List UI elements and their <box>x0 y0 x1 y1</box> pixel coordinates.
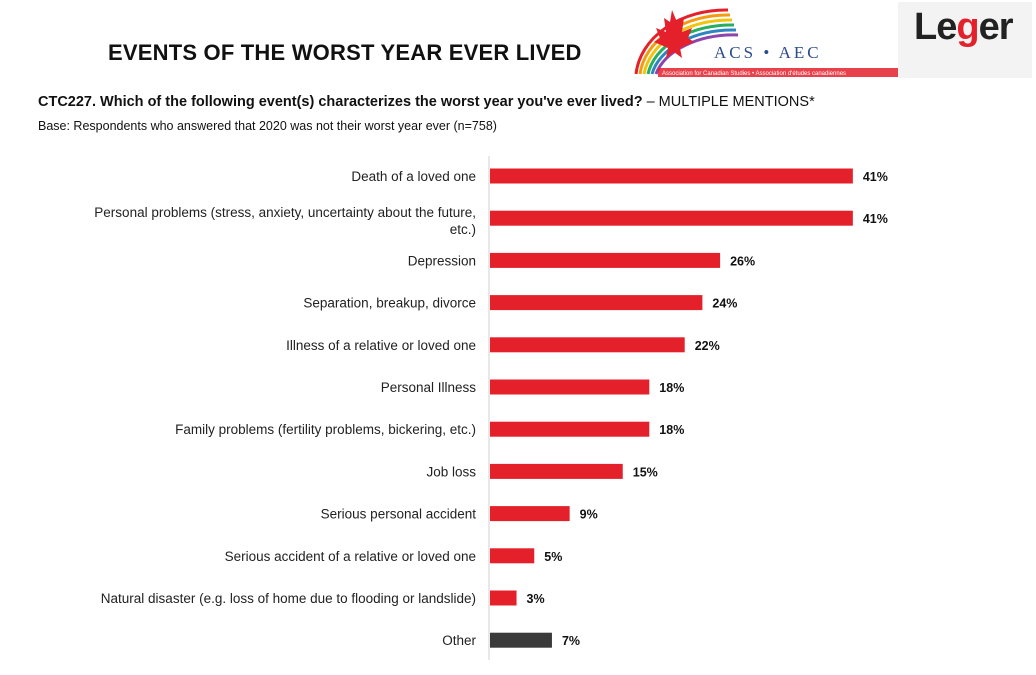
value-label: 26% <box>730 254 755 268</box>
page-title: EVENTS OF THE WORST YEAR EVER LIVED <box>108 40 582 65</box>
category-label: Serious accident of a relative or loved … <box>225 549 476 564</box>
acs-logo-graphic: ACS • AEC Association for Canadian Studi… <box>634 8 900 77</box>
value-label: 3% <box>527 592 545 606</box>
value-label: 18% <box>659 381 684 395</box>
leger-logo: Leger <box>898 2 1032 78</box>
bar <box>490 379 650 395</box>
leger-logo-text: Leger <box>914 6 1013 48</box>
acs-aec-logo: ACS • AEC Association for Canadian Studi… <box>632 2 900 78</box>
base-text: Base: Respondents who answered that 2020… <box>38 119 497 133</box>
question-main: CTC227. Which of the following event(s) … <box>38 94 643 110</box>
bar <box>490 252 721 268</box>
category-label: Other <box>442 633 476 648</box>
bar <box>490 463 623 479</box>
category-label: Natural disaster (e.g. loss of home due … <box>101 591 476 606</box>
bar <box>490 421 650 437</box>
category-label: Serious personal accident <box>321 507 477 522</box>
maple-leaf-icon <box>654 10 694 58</box>
bar <box>490 210 853 226</box>
value-label: 24% <box>712 297 737 311</box>
question-text: CTC227. Which of the following event(s) … <box>38 94 815 110</box>
bar <box>490 295 703 311</box>
category-label: Personal Illness <box>381 380 477 395</box>
category-label: Depression <box>408 253 476 268</box>
acs-logo-subtext: Association for Canadian Studies • Assoc… <box>662 71 846 77</box>
value-label: 41% <box>863 170 888 184</box>
value-label: 15% <box>633 465 658 479</box>
bar <box>490 506 570 522</box>
question-suffix: – MULTIPLE MENTIONS* <box>642 94 815 110</box>
category-label: Separation, breakup, divorce <box>303 296 476 311</box>
bar <box>490 548 535 564</box>
category-label: Family problems (fertility problems, bic… <box>175 422 476 437</box>
value-label: 7% <box>562 634 580 648</box>
acs-logo-text: ACS • AEC <box>714 43 822 62</box>
category-label: Illness of a relative or loved one <box>286 338 476 353</box>
bar <box>490 337 685 353</box>
value-label: 22% <box>695 339 720 353</box>
value-label: 5% <box>544 550 562 564</box>
bar <box>490 168 853 184</box>
value-label: 9% <box>580 508 598 522</box>
value-label: 18% <box>659 423 684 437</box>
category-label: Death of a loved one <box>351 169 476 184</box>
category-label: Personal problems (stress, anxiety, unce… <box>94 205 476 237</box>
bar <box>490 632 552 648</box>
category-label: Job loss <box>426 464 476 479</box>
bar <box>490 590 517 606</box>
value-label: 41% <box>863 212 888 226</box>
